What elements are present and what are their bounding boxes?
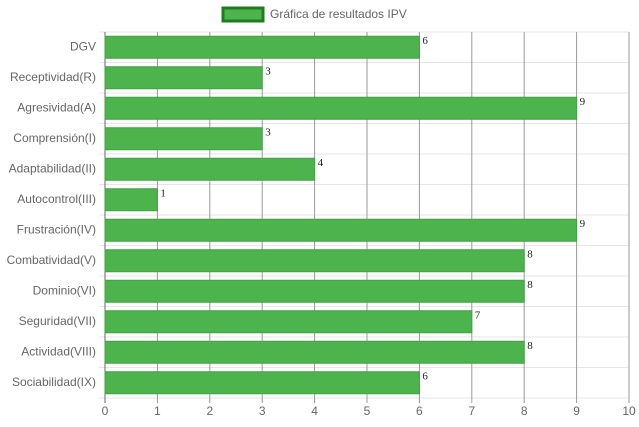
x-tick-label: 5 [364, 404, 371, 418]
bar [104, 371, 420, 395]
value-label: 9 [580, 96, 586, 108]
x-tick-label: 4 [311, 404, 318, 418]
value-label: 7 [475, 309, 481, 321]
x-tick-label: 2 [206, 404, 213, 418]
value-label: 9 [580, 218, 586, 230]
bar [104, 249, 525, 273]
x-tick-label: 6 [416, 404, 423, 418]
value-label: 6 [422, 370, 428, 382]
x-tick-label: 9 [573, 404, 580, 418]
x-tick-label: 7 [468, 404, 475, 418]
bar [104, 96, 578, 120]
bar [104, 218, 578, 242]
y-tick-label: Receptividad(R) [10, 70, 96, 84]
value-label: 8 [527, 279, 533, 291]
x-tick-label: 1 [154, 404, 161, 418]
x-tick-label: 3 [259, 404, 266, 418]
bar [104, 66, 263, 90]
value-label: 3 [265, 126, 271, 138]
value-label: 1 [160, 187, 166, 199]
x-tick-label: 10 [622, 404, 636, 418]
bar [104, 127, 263, 151]
y-tick-label: Dominio(VI) [33, 283, 96, 297]
y-tick-label: Sociabilidad(IX) [12, 375, 96, 389]
x-tick-label: 0 [102, 404, 109, 418]
y-tick-label: DGV [70, 39, 96, 53]
value-label: 6 [422, 35, 428, 47]
legend-label: Gráfica de resultados IPV [270, 7, 407, 21]
bar [104, 157, 316, 181]
y-tick-label: Frustración(IV) [17, 222, 96, 236]
y-tick-label: Agresividad(A) [17, 100, 96, 114]
bar [104, 188, 158, 212]
y-tick-label: Adaptabilidad(II) [9, 161, 96, 175]
bar [104, 340, 525, 364]
legend-swatch [221, 6, 265, 23]
value-label: 8 [527, 340, 533, 352]
y-tick-label: Comprensión(I) [13, 131, 96, 145]
y-tick-label: Autocontrol(III) [17, 192, 96, 206]
y-tick-label: Actividad(VIII) [21, 344, 96, 358]
bar [104, 279, 525, 303]
y-tick-label: Combatividad(V) [7, 253, 96, 267]
x-tick-label: 8 [521, 404, 528, 418]
y-tick-label: Seguridad(VII) [19, 314, 96, 328]
bar [104, 310, 473, 334]
value-label: 8 [527, 248, 533, 260]
value-label: 4 [318, 157, 324, 169]
value-label: 3 [265, 65, 271, 77]
bar [104, 35, 420, 59]
